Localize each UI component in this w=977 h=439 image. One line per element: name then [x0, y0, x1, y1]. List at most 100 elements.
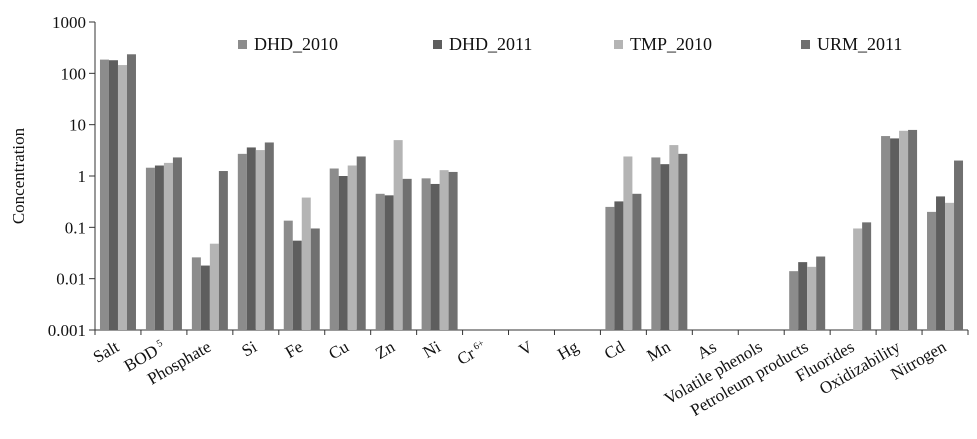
x-tick-label-text: Hg [554, 337, 582, 364]
x-tick-label-superscript: 6+ [472, 338, 487, 353]
bar-urm_2011-16 [862, 222, 872, 330]
legend-swatch-tmp_2010 [614, 40, 623, 49]
x-tick-label: Phosphate [144, 337, 214, 388]
x-tick-label-text: Si [238, 337, 260, 361]
bar-dhd_2010-7 [421, 178, 431, 330]
bar-dhd_2011-0 [108, 60, 118, 331]
bar-urm_2011-5 [356, 156, 366, 330]
bar-urm_2011-3 [264, 142, 274, 330]
bar-dhd_2011-4 [292, 240, 302, 330]
bar-dhd_2010-11 [605, 206, 615, 330]
x-tick-label: As [694, 337, 720, 363]
bar-dhd_2011-17 [890, 138, 900, 330]
bar-tmp_2010-3 [255, 150, 265, 330]
bar-tmp_2010-7 [439, 170, 449, 330]
x-tick-label-text: Salt [90, 337, 123, 367]
x-tick-label: Si [238, 337, 260, 361]
bar-dhd_2010-17 [881, 136, 891, 330]
x-tick-label-text: Phosphate [144, 337, 214, 388]
bar-dhd_2011-11 [614, 201, 624, 330]
bar-urm_2011-4 [310, 228, 320, 330]
bar-tmp_2010-16 [853, 228, 863, 330]
bar-tmp_2010-6 [393, 140, 403, 330]
y-tick-label: 0.001 [48, 321, 86, 340]
legend-label-urm_2011: URM_2011 [817, 34, 902, 54]
bar-urm_2011-18 [954, 160, 964, 330]
x-tick-label-text: Zn [372, 337, 398, 363]
y-ticks: 0.001 0.01 0.1 1 10 100 1000 [48, 13, 95, 340]
bar-dhd_2011-7 [430, 183, 440, 330]
x-tick-label-text: Fe [282, 337, 306, 362]
bar-tmp_2010-11 [623, 156, 633, 330]
bar-tmp_2010-18 [945, 202, 955, 330]
bar-tmp_2010-4 [301, 197, 311, 330]
x-tick-label: Hg [554, 337, 582, 364]
x-tick-label-superscript: 5 [155, 338, 165, 350]
y-tick-label: 0.01 [56, 270, 86, 289]
bar-dhd_2010-5 [329, 168, 339, 330]
bar-dhd_2010-18 [927, 211, 937, 330]
bar-urm_2011-7 [448, 171, 458, 330]
bar-tmp_2010-12 [669, 145, 679, 330]
x-tick-label-text: Mn [644, 337, 674, 366]
y-tick-label: 1000 [52, 13, 86, 32]
bar-dhd_2010-1 [145, 167, 155, 330]
bar-dhd_2011-5 [338, 176, 348, 330]
legend: DHD_2010 DHD_2011 TMP_2010 URM_2011 [238, 34, 902, 54]
bar-dhd_2011-1 [154, 165, 164, 330]
bar-dhd_2010-0 [99, 59, 109, 330]
legend-label-dhd_2011: DHD_2011 [449, 34, 532, 54]
x-tick-label: Fe [282, 337, 306, 362]
bar-urm_2011-17 [908, 129, 918, 330]
x-tick-label: Ni [420, 337, 444, 362]
x-tick-label: Cd [601, 337, 628, 364]
x-tick-label: Cr6+ [454, 337, 490, 369]
bar-dhd_2010-15 [789, 271, 799, 330]
x-tick-label-text: Ni [420, 337, 444, 362]
y-tick-label: 100 [61, 64, 87, 83]
bar-tmp_2010-2 [209, 243, 219, 330]
bar-dhd_2011-6 [384, 195, 394, 330]
bars [99, 54, 964, 331]
x-tick-label: Mn [644, 337, 674, 366]
x-tick-label-text: Cd [601, 337, 628, 364]
y-tick-label: 1 [78, 167, 87, 186]
legend-swatch-dhd_2011 [433, 40, 442, 49]
bar-dhd_2011-18 [936, 196, 946, 330]
bar-urm_2011-0 [126, 54, 136, 330]
bar-dhd_2011-2 [200, 265, 210, 330]
y-tick-label: 0.1 [65, 218, 86, 237]
bar-urm_2011-12 [678, 153, 688, 330]
bar-tmp_2010-15 [807, 266, 817, 330]
legend-swatch-urm_2011 [801, 40, 810, 49]
x-tick-label: V [516, 337, 537, 360]
bar-tmp_2010-5 [347, 165, 357, 330]
bar-urm_2011-2 [218, 171, 228, 330]
bar-urm_2011-1 [172, 157, 182, 330]
bar-dhd_2010-4 [283, 220, 293, 330]
legend-label-tmp_2010: TMP_2010 [630, 34, 712, 54]
legend-label-dhd_2010: DHD_2010 [254, 34, 338, 54]
x-tick-label-text: Cu [325, 337, 352, 364]
bar-dhd_2010-12 [651, 157, 661, 330]
bar-dhd_2010-6 [375, 193, 385, 330]
bar-urm_2011-15 [816, 256, 826, 330]
y-axis-label: Concentration [9, 127, 28, 224]
x-tick-label-text: As [694, 337, 720, 363]
bar-tmp_2010-1 [163, 162, 173, 330]
bar-urm_2011-6 [402, 178, 412, 330]
x-tick-label: Cu [325, 337, 352, 364]
x-tick-label: Zn [372, 337, 398, 363]
bar-tmp_2010-0 [117, 65, 127, 330]
bar-dhd_2010-2 [191, 257, 201, 330]
y-tick-label: 10 [69, 116, 86, 135]
bar-dhd_2011-15 [798, 262, 808, 330]
x-tick-label: Salt [90, 337, 123, 367]
bar-dhd_2010-3 [237, 153, 247, 330]
x-tick-label-text: V [516, 337, 537, 360]
legend-swatch-dhd_2010 [238, 40, 247, 49]
bar-urm_2011-11 [632, 193, 642, 330]
bar-tmp_2010-17 [899, 130, 909, 330]
